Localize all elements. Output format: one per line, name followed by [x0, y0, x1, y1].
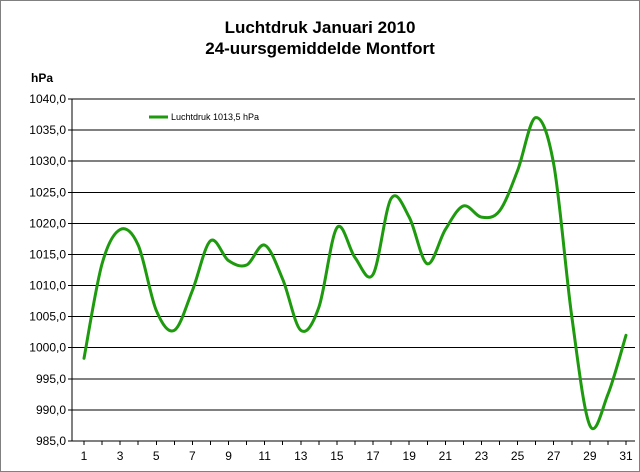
x-tick-label: 5	[153, 449, 160, 463]
x-tick-labels: 1 3 5 7 9 11 13 15 17 19 21 23 25 27 29 31	[81, 449, 633, 463]
y-tick-label: 1000,0	[29, 341, 66, 355]
y-axis-unit-label: hPa	[31, 71, 53, 85]
y-tick-label: 1005,0	[29, 310, 66, 324]
x-tick-label: 19	[403, 449, 417, 463]
x-tick-label: 21	[439, 449, 453, 463]
x-tick-label: 31	[619, 449, 633, 463]
y-tick-label: 1035,0	[29, 123, 66, 137]
x-tick-label: 11	[258, 449, 271, 463]
y-tick-label: 1015,0	[29, 247, 66, 261]
y-tick-label: 990,0	[36, 403, 66, 417]
x-tick-label: 1	[81, 449, 88, 463]
chart-title-line-2: 24-uursgemiddelde Montfort	[205, 39, 435, 58]
x-tick-label: 23	[475, 449, 489, 463]
y-tick-label: 1040,0	[29, 92, 66, 106]
x-tick-label: 13	[294, 449, 308, 463]
x-tick-label: 25	[511, 449, 525, 463]
y-tick-labels: 985,0 990,0 995,0 1000,0 1005,0 1010,0 1015,0 1…	[29, 92, 66, 448]
x-tick-label: 29	[583, 449, 597, 463]
x-tick-label: 15	[330, 449, 344, 463]
x-tick-label: 9	[225, 449, 232, 463]
gridlines	[72, 98, 635, 442]
y-tick-label: 1025,0	[29, 185, 66, 199]
series-line	[82, 116, 628, 430]
y-tick-label: 1030,0	[29, 154, 66, 168]
axes	[68, 98, 635, 445]
legend: Luchtdruk 1013,5 hPa	[149, 112, 259, 122]
x-tick-label: 3	[117, 449, 124, 463]
x-tick-label: 17	[366, 449, 380, 463]
y-tick-label: 1010,0	[29, 279, 66, 293]
y-tick-label: 985,0	[36, 434, 66, 448]
x-tick-label: 27	[547, 449, 561, 463]
y-tick-label: 1020,0	[29, 216, 66, 230]
y-tick-label: 995,0	[36, 372, 66, 386]
legend-label: Luchtdruk 1013,5 hPa	[171, 112, 259, 122]
series-lines	[82, 116, 628, 430]
chart-title-line-1: Luchtdruk Januari 2010	[225, 18, 416, 37]
x-tick-label: 7	[189, 449, 196, 463]
